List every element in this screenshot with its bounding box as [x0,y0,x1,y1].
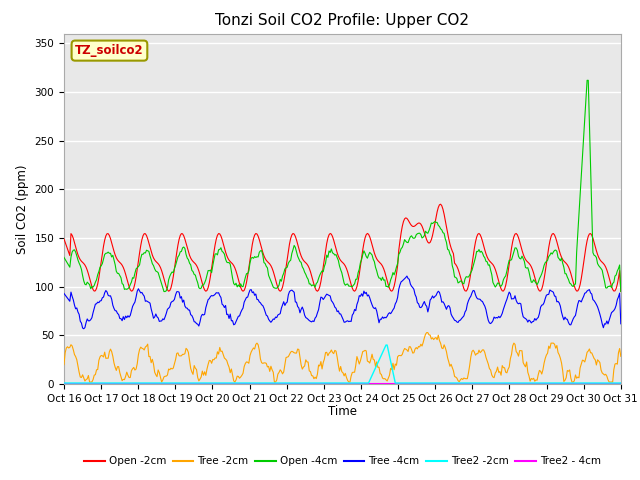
Legend: Open -2cm, Tree -2cm, Open -4cm, Tree -4cm, Tree2 -2cm, Tree2 - 4cm: Open -2cm, Tree -2cm, Open -4cm, Tree -4… [80,452,605,470]
X-axis label: Time: Time [328,405,357,418]
Text: TZ_soilco2: TZ_soilco2 [75,44,144,57]
Y-axis label: Soil CO2 (ppm): Soil CO2 (ppm) [16,164,29,253]
Title: Tonzi Soil CO2 Profile: Upper CO2: Tonzi Soil CO2 Profile: Upper CO2 [216,13,469,28]
